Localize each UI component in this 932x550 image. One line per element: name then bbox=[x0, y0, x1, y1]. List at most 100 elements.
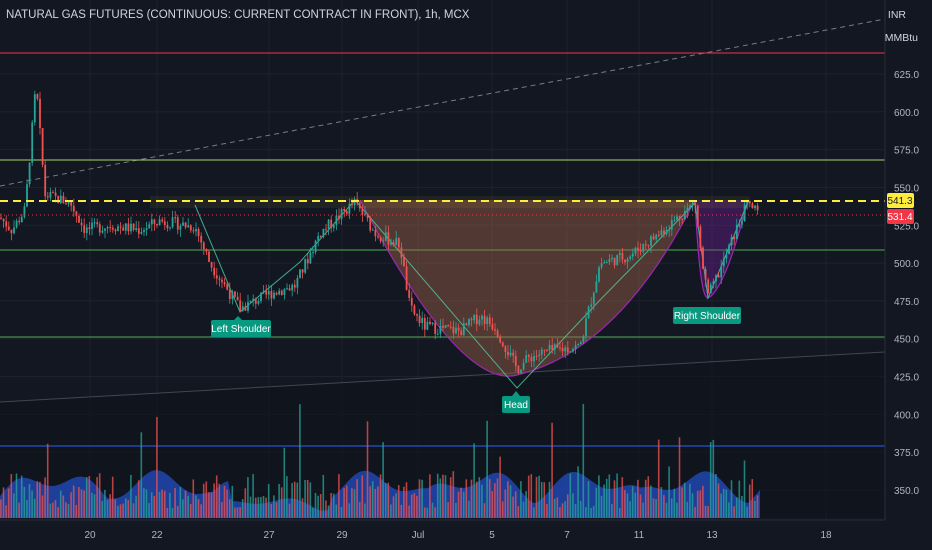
volume-bar bbox=[481, 484, 483, 518]
candle bbox=[361, 208, 364, 215]
candle bbox=[291, 284, 294, 291]
candle bbox=[408, 289, 411, 298]
candle bbox=[226, 284, 229, 290]
volume-bar bbox=[335, 504, 338, 518]
candle bbox=[553, 344, 556, 350]
candle bbox=[176, 217, 179, 230]
volume-bar bbox=[754, 500, 756, 518]
volume-bar bbox=[668, 466, 670, 518]
volume-bar bbox=[626, 493, 629, 518]
candle bbox=[148, 224, 151, 229]
volume-bar bbox=[343, 488, 345, 518]
candle bbox=[499, 336, 502, 343]
price-axis-panel[interactable] bbox=[885, 0, 932, 550]
volume-bar bbox=[197, 499, 200, 518]
candle bbox=[171, 217, 174, 228]
volume-bar bbox=[291, 483, 293, 518]
currency-label: INR bbox=[887, 9, 906, 21]
candle bbox=[709, 284, 712, 294]
volume-bar bbox=[587, 481, 590, 518]
volume-bar bbox=[122, 503, 124, 518]
volume-bar bbox=[114, 499, 117, 518]
candle bbox=[314, 240, 317, 253]
lower-trendline bbox=[0, 351, 886, 403]
candle bbox=[26, 184, 28, 207]
volume-bar bbox=[642, 502, 644, 518]
time-axis-panel[interactable] bbox=[0, 520, 885, 550]
volume-bar bbox=[28, 484, 31, 518]
candle bbox=[483, 315, 486, 325]
volume-bar bbox=[637, 479, 639, 518]
candle bbox=[210, 261, 213, 268]
volume-bar bbox=[208, 492, 210, 518]
candle bbox=[189, 225, 192, 231]
candle bbox=[371, 229, 374, 231]
candle bbox=[538, 354, 541, 356]
volume-bar bbox=[15, 473, 18, 518]
volume-bar bbox=[621, 477, 624, 518]
candle bbox=[595, 281, 598, 293]
volume-bar bbox=[514, 491, 517, 518]
volume-bar bbox=[746, 506, 748, 518]
volume-bar bbox=[23, 486, 26, 518]
price-axis-ticks: 625.0 600.0 575.0 550.0 525.0 500.0 475.0 450.0… bbox=[894, 70, 919, 497]
price-tick-label: 600.0 bbox=[894, 108, 919, 119]
candle bbox=[236, 296, 239, 301]
volume-bar bbox=[117, 505, 119, 518]
volume-bar bbox=[475, 481, 478, 518]
candle bbox=[676, 216, 678, 221]
candle bbox=[501, 342, 504, 347]
volume-bar bbox=[520, 481, 522, 518]
candle bbox=[262, 290, 265, 293]
candle bbox=[2, 218, 5, 222]
volume-bar bbox=[449, 477, 452, 518]
volume-bar bbox=[696, 490, 699, 518]
candle bbox=[384, 232, 387, 241]
volume-bar bbox=[660, 487, 663, 518]
candle bbox=[496, 330, 499, 337]
candle bbox=[36, 94, 39, 99]
volume-bar bbox=[283, 447, 286, 518]
candle bbox=[127, 223, 130, 232]
volume-bar bbox=[306, 479, 309, 518]
candle bbox=[267, 290, 270, 295]
volume-bar bbox=[140, 432, 143, 518]
volume-bar bbox=[608, 474, 611, 518]
candle bbox=[434, 322, 437, 334]
candle bbox=[481, 315, 483, 320]
volume-bar bbox=[70, 492, 72, 518]
candle bbox=[59, 195, 62, 204]
volume-bar bbox=[410, 494, 413, 518]
candle bbox=[663, 230, 665, 235]
volume-bar bbox=[681, 487, 683, 518]
volume-bar bbox=[689, 483, 691, 518]
candle bbox=[616, 255, 619, 266]
candle bbox=[345, 210, 348, 214]
volume-bar bbox=[254, 497, 257, 518]
volume-bar bbox=[257, 497, 260, 518]
lower-trend-zone bbox=[0, 352, 885, 518]
candle bbox=[486, 317, 489, 325]
candle bbox=[299, 269, 301, 279]
volume-bar bbox=[312, 507, 314, 518]
candle bbox=[442, 325, 444, 328]
candle bbox=[13, 227, 15, 234]
volume-bar bbox=[364, 503, 366, 518]
volume-bar bbox=[353, 489, 356, 518]
volume-bar bbox=[530, 474, 533, 518]
volume-bar bbox=[96, 477, 98, 518]
volume-bar bbox=[397, 485, 400, 518]
volume-bar bbox=[80, 489, 83, 518]
volume-bar bbox=[618, 507, 621, 518]
volume-bar bbox=[644, 479, 647, 518]
candle bbox=[743, 204, 746, 222]
volume-bar bbox=[512, 496, 514, 518]
candle bbox=[470, 319, 473, 321]
volume-bar bbox=[715, 474, 717, 518]
candle bbox=[228, 289, 231, 300]
candle bbox=[650, 236, 652, 246]
candle bbox=[605, 262, 608, 264]
time-axis-ticks: 20 22 27 29 Jul 5 7 11 13 18 bbox=[84, 530, 832, 541]
candle bbox=[306, 259, 309, 264]
